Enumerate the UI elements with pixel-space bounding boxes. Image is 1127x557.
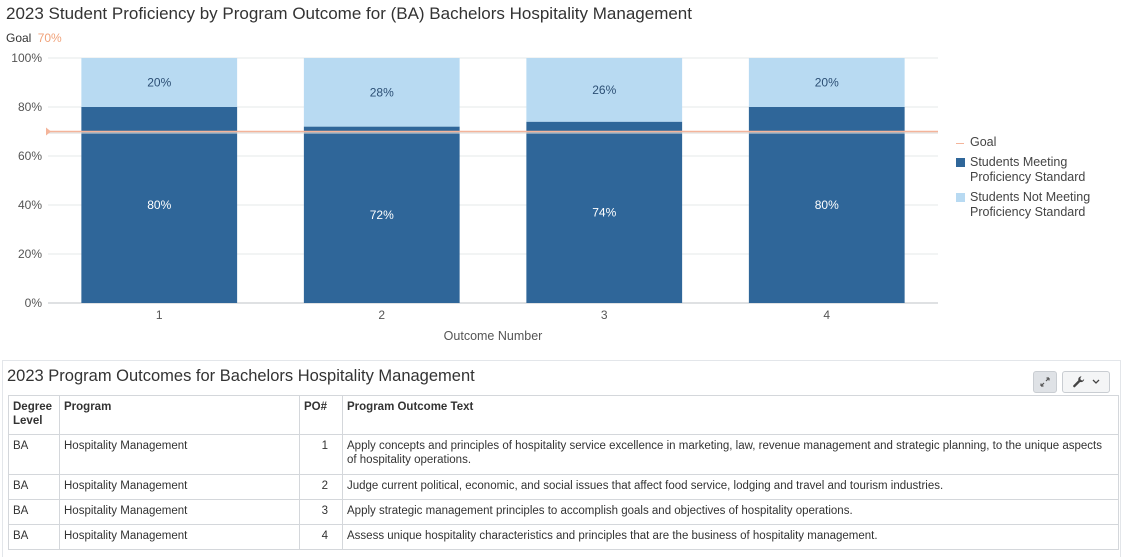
proficiency-chart: 80% 20% 72% 28% 74% 26% 80% 20% 0% 20% 40% 60% 80% 1…: [11, 51, 938, 343]
table-header-row: Degree Level Program PO# Program Outcome…: [8, 395, 1119, 435]
header-outcome-text[interactable]: Program Outcome Text: [342, 395, 1119, 435]
program-outcomes-panel: 2023 Program Outcomes for Bachelors Hosp…: [2, 360, 1121, 557]
settings-menu-button[interactable]: [1062, 371, 1110, 393]
table-row: BA Hospitality Management 4 Assess uniqu…: [8, 524, 1119, 550]
goal-caption-value: 70%: [37, 31, 62, 45]
expand-button[interactable]: [1033, 371, 1057, 393]
cell-outcome-text: Assess unique hospitality characteristic…: [342, 524, 1119, 550]
chevron-down-icon: [1092, 379, 1100, 384]
goal-caption-label: Goal: [6, 31, 32, 45]
header-degree-level[interactable]: Degree Level: [8, 395, 60, 435]
y-tick-label: 60%: [18, 149, 42, 163]
data-label: 80%: [815, 198, 839, 212]
legend-label-meeting: Students Meeting Proficiency Standard: [970, 155, 1086, 184]
y-tick-label: 40%: [18, 198, 42, 212]
y-tick-label: 80%: [18, 100, 42, 114]
wrench-icon: [1073, 376, 1085, 388]
not-meeting-legend-swatch: [956, 193, 965, 202]
goal-legend-line: [956, 143, 964, 144]
goal-layer: [46, 127, 938, 136]
bars-layer: [81, 58, 905, 303]
cell-outcome-text: Apply concepts and principles of hospita…: [342, 434, 1119, 475]
x-tick-label: 2: [378, 308, 385, 322]
x-axis-title: Outcome Number: [444, 329, 543, 343]
meeting-legend-swatch: [956, 158, 965, 167]
legend-item-not-meeting[interactable]: Students Not Meeting Proficiency Standar…: [956, 190, 1110, 220]
goal-caption: Goal 70%: [6, 31, 62, 45]
bar-meeting: [748, 107, 905, 303]
cell-program: Hospitality Management: [59, 524, 300, 550]
cell-po: 3: [299, 499, 343, 525]
data-label: 28%: [370, 85, 394, 99]
cell-program: Hospitality Management: [59, 499, 300, 525]
program-outcomes-table: Degree Level Program PO# Program Outcome…: [8, 395, 1119, 550]
table-title: 2023 Program Outcomes for Bachelors Hosp…: [7, 367, 475, 385]
x-tick-label: 1: [156, 308, 163, 322]
cell-degree: BA: [8, 499, 60, 525]
axis-layer: 0% 20% 40% 60% 80% 100% 1 2 3 4 Outcome Number: [11, 51, 830, 343]
data-label: 72%: [370, 208, 394, 222]
cell-program: Hospitality Management: [59, 474, 300, 500]
legend-item-goal[interactable]: Goal: [956, 135, 1110, 150]
cell-po: 4: [299, 524, 343, 550]
table-row: BA Hospitality Management 2 Judge curren…: [8, 474, 1119, 500]
cell-degree: BA: [8, 524, 60, 550]
bar-not-meeting: [303, 58, 460, 127]
cell-outcome-text: Apply strategic management principles to…: [342, 499, 1119, 525]
data-label: 20%: [147, 76, 171, 90]
cell-degree: BA: [8, 434, 60, 475]
legend-label-goal: Goal: [970, 135, 997, 149]
table-row: BA Hospitality Management 1 Apply concep…: [8, 434, 1119, 475]
data-label: 80%: [147, 198, 171, 212]
cell-degree: BA: [8, 474, 60, 500]
data-label: 20%: [815, 76, 839, 90]
cell-program: Hospitality Management: [59, 434, 300, 475]
legend-label-not-meeting: Students Not Meeting Proficiency Standar…: [970, 190, 1091, 219]
expand-icon: [1040, 377, 1050, 387]
cell-po: 2: [299, 474, 343, 500]
chart-title: 2023 Student Proficiency by Program Outc…: [6, 4, 692, 23]
bar-not-meeting: [81, 58, 238, 107]
bar-meeting: [303, 126, 460, 303]
chart-legend: Goal Students Meeting Proficiency Standa…: [956, 135, 1110, 225]
data-label: 74%: [592, 205, 616, 219]
bar-not-meeting: [526, 58, 683, 122]
bar-meeting: [526, 121, 683, 303]
panel-tools: [1033, 371, 1110, 393]
x-tick-label: 3: [601, 308, 608, 322]
bar-meeting: [81, 107, 238, 303]
cell-outcome-text: Judge current political, economic, and s…: [342, 474, 1119, 500]
labels-layer: 80% 20% 72% 28% 74% 26% 80% 20%: [147, 76, 839, 222]
cell-po: 1: [299, 434, 343, 475]
y-tick-label: 0%: [25, 296, 43, 310]
header-po-number[interactable]: PO#: [299, 395, 343, 435]
y-tick-label: 100%: [11, 51, 42, 65]
legend-item-meeting[interactable]: Students Meeting Proficiency Standard: [956, 155, 1110, 185]
bar-not-meeting: [748, 58, 905, 107]
x-tick-label: 4: [823, 308, 830, 322]
goal-marker: [46, 127, 51, 136]
table-row: BA Hospitality Management 3 Apply strate…: [8, 499, 1119, 525]
y-tick-label: 20%: [18, 247, 42, 261]
header-program[interactable]: Program: [59, 395, 300, 435]
data-label: 26%: [592, 83, 616, 97]
